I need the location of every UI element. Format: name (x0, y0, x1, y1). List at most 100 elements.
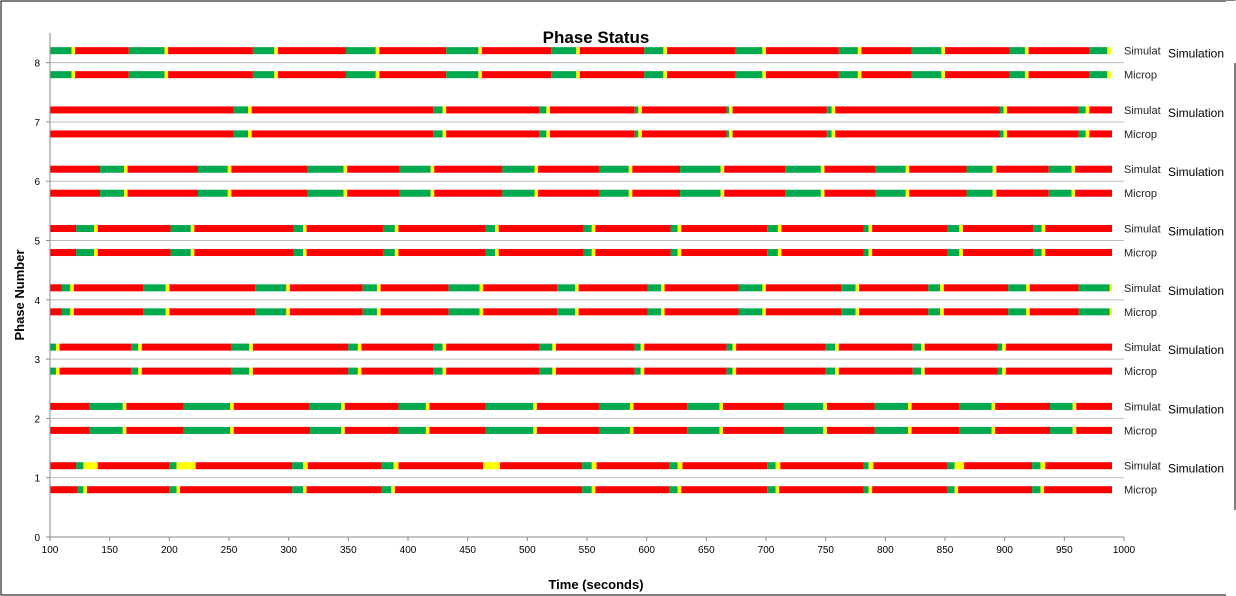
phase-5-sim-segment (595, 225, 671, 233)
phase-4-micro-segment (766, 308, 842, 316)
phase-4-sim-segment (1008, 284, 1027, 292)
phase-8-micro-segment (277, 71, 346, 79)
phase-5-micro-segment (681, 249, 768, 257)
phase-2-micro-segment (230, 426, 234, 434)
phase-7-micro-segment (546, 130, 551, 138)
phase-4-micro-segment (61, 308, 71, 316)
axes-layer: 100 150 200 250 300 350 400 450 500 550 600 650 700 7… (34, 33, 1136, 556)
phase-8-micro-segment (274, 71, 278, 79)
phase-1-sim-segment (381, 462, 394, 470)
phase-4-micro-segment (940, 308, 944, 316)
phase-4-sim-segment (943, 284, 1009, 292)
phase-2-sim-segment (874, 402, 909, 410)
x-tick-label: 200 (161, 545, 178, 556)
phase-2-micro-segment (633, 426, 688, 434)
phase-3-sim-segment (348, 343, 358, 351)
phase-1-sim-segment (195, 462, 293, 470)
phase-4-micro-segment (855, 308, 860, 316)
phase-4-sim-segment (1029, 284, 1079, 292)
phase-1-micro-segment (86, 486, 170, 494)
phase-3-micro-segment (997, 367, 1003, 375)
phase-5-micro-segment (498, 249, 584, 257)
phase-1-micro-segment (775, 486, 780, 494)
phase-1-micro-segment (954, 486, 959, 494)
phase-7-sim-segment (1078, 106, 1086, 114)
phase-5-micro-segment (306, 249, 383, 257)
phase-7-sim-segment (248, 106, 252, 114)
phase-4-sim-segment (165, 284, 170, 292)
phase-8-micro-segment (164, 71, 169, 79)
phase-2-sim-segment (533, 402, 537, 410)
phase-4-micro-segment (376, 308, 381, 316)
y-tick-label: 8 (34, 59, 40, 70)
phase-8-sim-label: Simulat (1124, 46, 1161, 58)
phase-5-sim-segment (190, 225, 195, 233)
phase-5-sim-segment (50, 225, 77, 233)
phase-5-sim-segment (170, 225, 191, 233)
phase-2-sim-segment (911, 402, 960, 410)
phase-4-micro-segment (286, 308, 290, 316)
phase-8-micro-segment (481, 71, 552, 79)
border-gap-bottom (1226, 510, 1236, 596)
phase-2-micro-segment (536, 426, 599, 434)
phase-7-sim-segment (826, 106, 832, 114)
phase-8-micro-segment (379, 71, 447, 79)
phase-4-micro-segment (859, 308, 929, 316)
phase-6-sim-segment (307, 165, 344, 173)
phase-6-legend-label: Simulation (1168, 165, 1224, 179)
phase-7-micro-segment (1085, 130, 1090, 138)
phase-5-micro-segment (1033, 249, 1042, 257)
phase-8-sim-segment (579, 47, 645, 55)
phase-5-sim-segment (1045, 225, 1113, 233)
phase-6-sim-segment (785, 165, 821, 173)
phase-4-micro-segment (1029, 308, 1079, 316)
phase-1-micro-segment (169, 486, 177, 494)
phase-4-sim-segment (255, 284, 287, 292)
phase-3-micro-segment (552, 367, 556, 375)
phase-3-sim-segment (640, 343, 645, 351)
phase-6-micro-segment (123, 189, 128, 197)
phase-8-micro-segment (71, 71, 76, 79)
phase-3-sim-segment (912, 343, 922, 351)
phase-6-sim-segment (909, 165, 967, 173)
phase-2-micro-segment (126, 426, 184, 434)
phase-2-sim-label: Simulat (1124, 401, 1161, 413)
phase-3-sim-segment (555, 343, 635, 351)
phase-2-micro-segment (344, 426, 399, 434)
phase-2-micro-segment (233, 426, 311, 434)
phase-5-micro-segment (583, 249, 592, 257)
phase-7-sim-segment (835, 106, 1000, 114)
phase-8-sim-segment (168, 47, 253, 55)
phase-5-sim-segment (681, 225, 768, 233)
phase-1-sim-segment (1045, 462, 1113, 470)
phase-7-sim-segment (1089, 106, 1113, 114)
phase-4-micro-segment (1109, 308, 1113, 316)
phase-4-sim-segment (61, 284, 71, 292)
phase-5-micro-segment (677, 249, 682, 257)
phase-5-micro-segment (94, 249, 98, 257)
phase-8-sim-segment (766, 47, 839, 55)
phase-3-micro-label: Microp (1124, 366, 1157, 378)
phase-5-sim-segment (76, 225, 95, 233)
phase-8-sim-segment (857, 47, 862, 55)
phase-3-micro-segment (433, 367, 443, 375)
phase-4-sim-segment (660, 284, 665, 292)
phase-2-micro-segment (50, 426, 90, 434)
phase-1-sim-segment (868, 462, 874, 470)
phase-3-sim-segment (1005, 343, 1113, 351)
phase-2-sim-segment (536, 402, 599, 410)
phase-8-sim-segment (345, 47, 376, 55)
phase-7-micro-segment (251, 130, 434, 138)
phase-5-micro-segment (959, 249, 963, 257)
phase-8-sim-segment (945, 47, 1010, 55)
phase-3-sim-segment (50, 343, 56, 351)
phase-3-sim-segment (634, 343, 641, 351)
phase-2-sim-segment (50, 402, 90, 410)
phase-3-micro-segment (726, 367, 733, 375)
phase-2-sim-segment (230, 402, 234, 410)
phase-2-micro-segment (1050, 426, 1073, 434)
x-tick-label: 900 (996, 545, 1013, 556)
phase-4-legend-label: Simulation (1168, 284, 1224, 298)
phase-1-sim-segment (954, 462, 965, 470)
phase-1-micro-segment (292, 486, 303, 494)
